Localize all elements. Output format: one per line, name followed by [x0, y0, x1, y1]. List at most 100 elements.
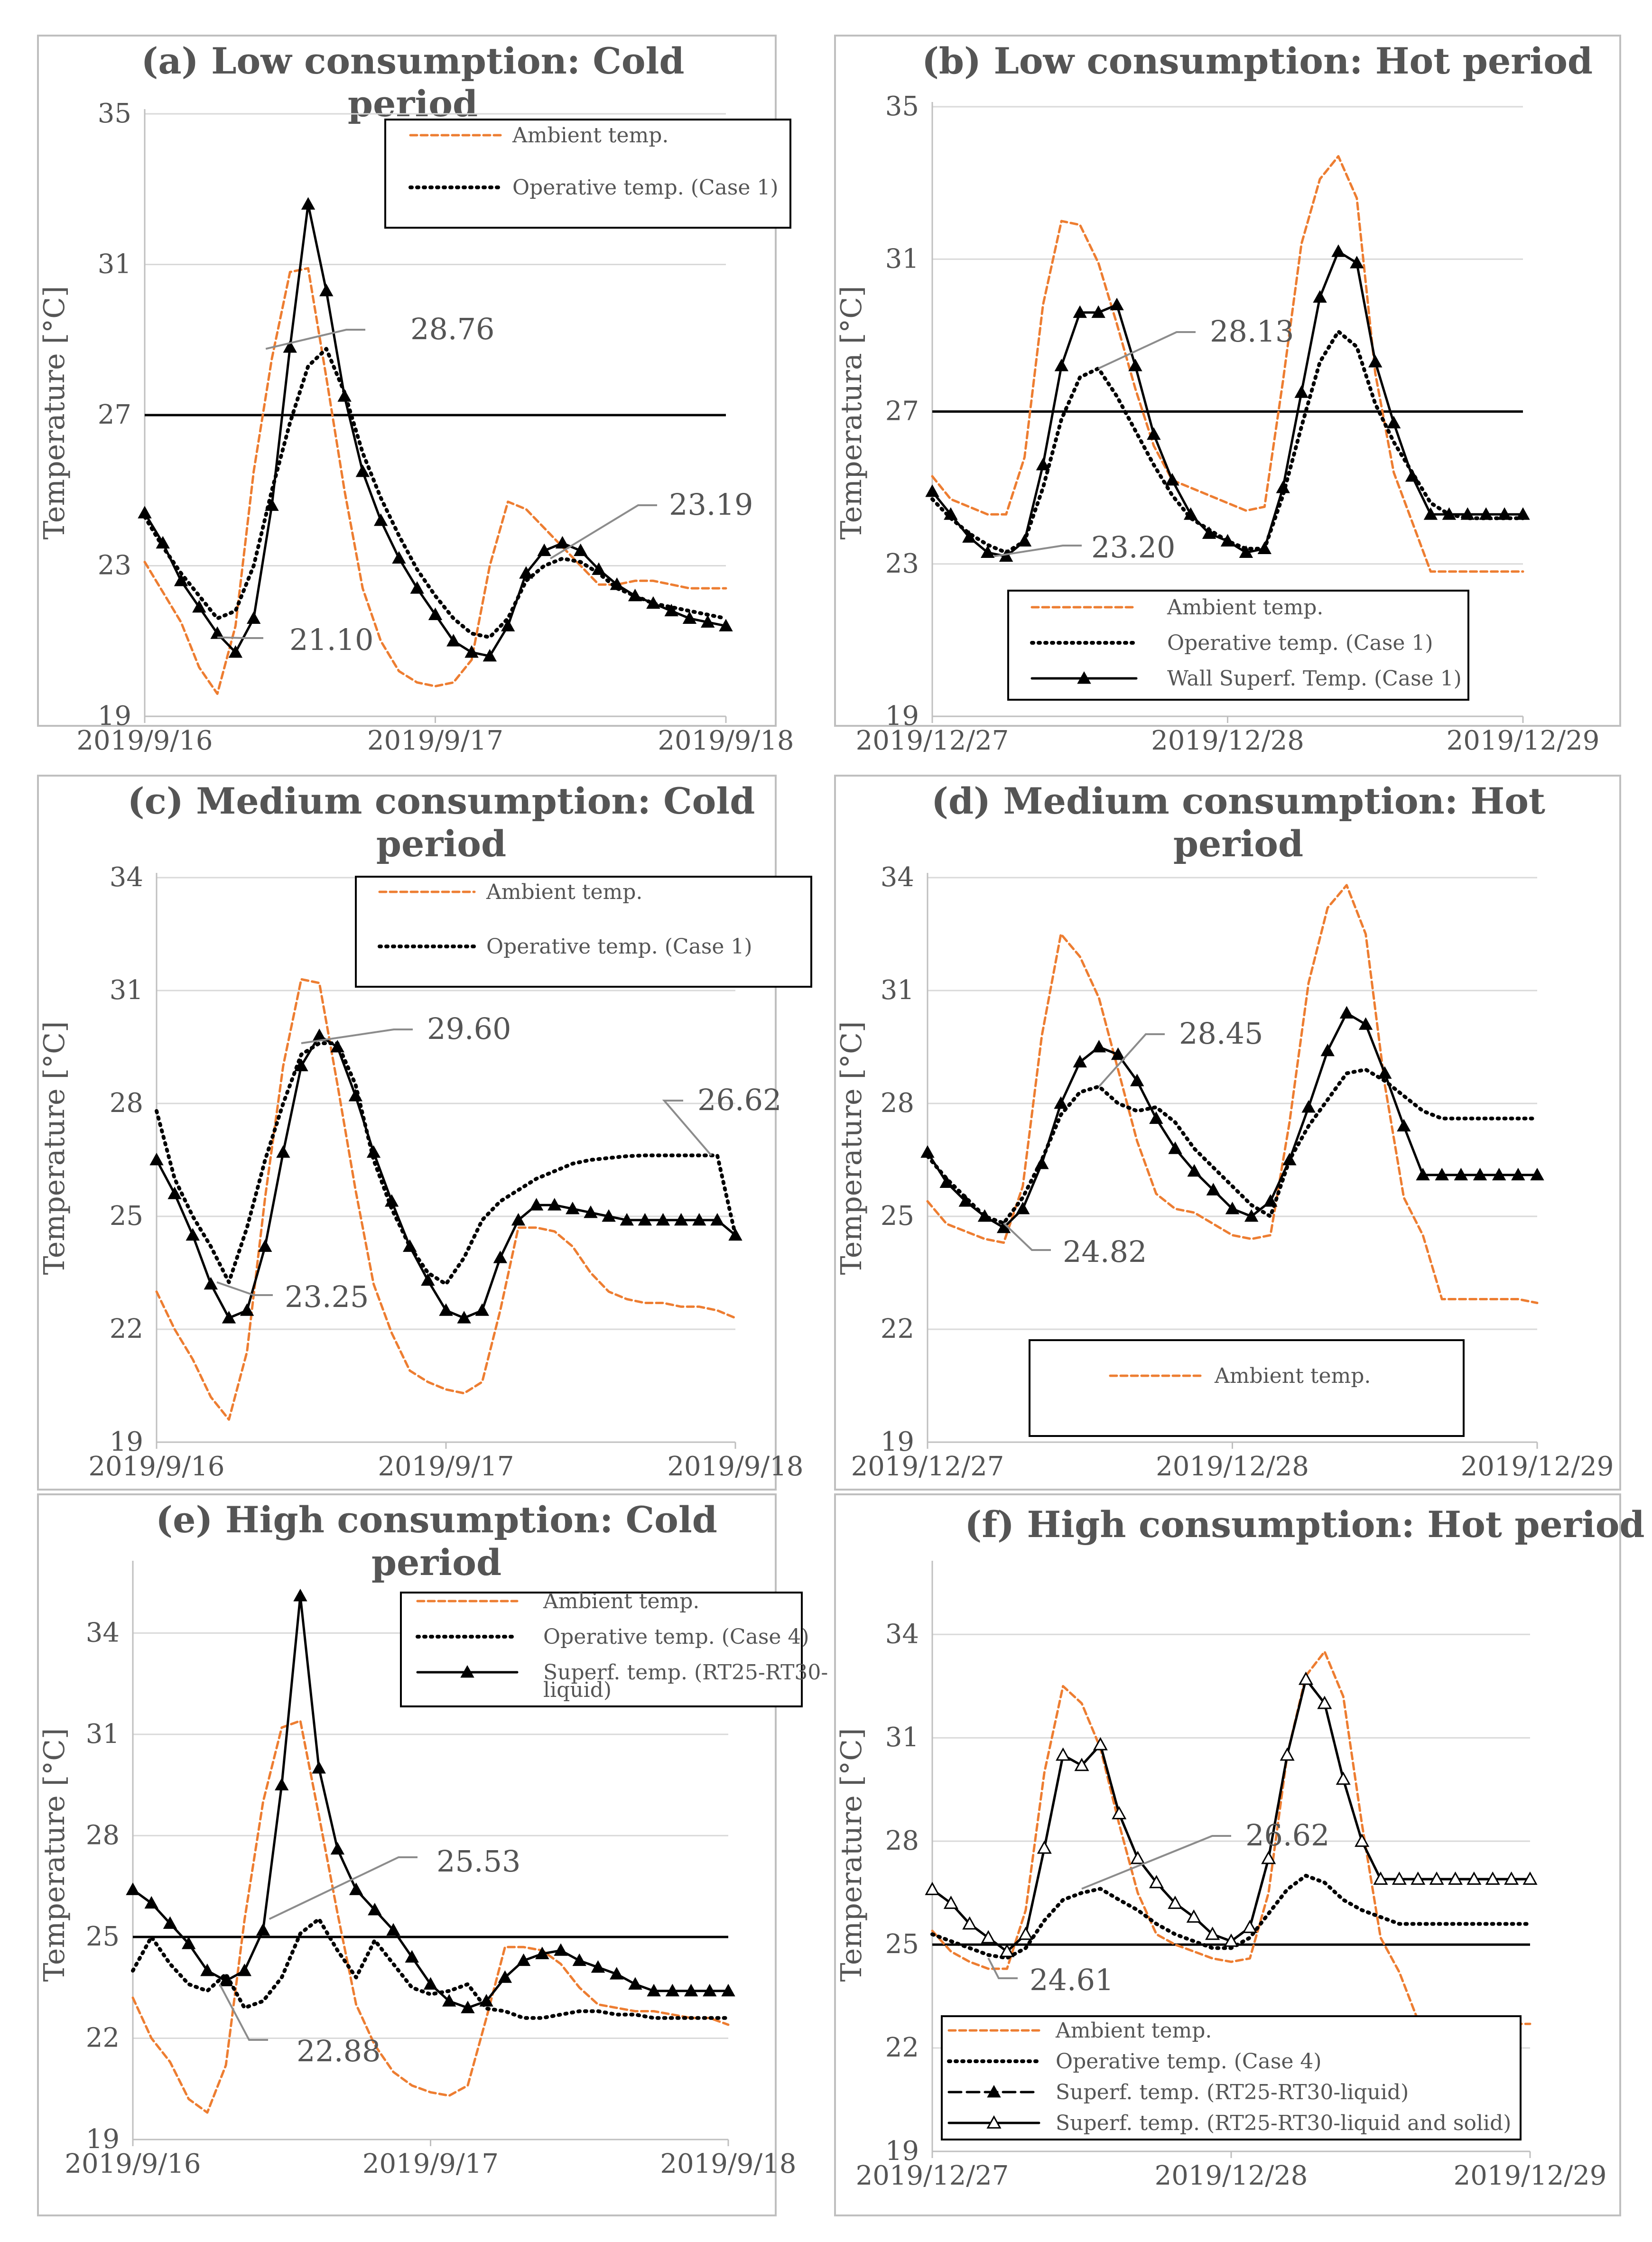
callout-label: 24.61: [1030, 1963, 1114, 1997]
data-point: [1206, 1183, 1221, 1195]
callout-leader: [301, 1028, 413, 1045]
data-point: [1149, 1875, 1164, 1889]
data-point: [219, 1973, 233, 1986]
data-point: [977, 1209, 992, 1222]
data-point: [647, 1983, 661, 1997]
y-axis-label: Temperature [°C]: [835, 1728, 868, 1982]
y-tick-label: 22: [110, 1314, 143, 1344]
callout-leader: [1098, 1033, 1165, 1087]
data-point: [1373, 1871, 1388, 1885]
callout-label: 26.62: [1245, 1818, 1330, 1853]
legend-label: Ambient temp.: [1214, 1364, 1371, 1388]
data-point: [1036, 457, 1050, 471]
legend-label: Superf. temp. (RT25-RT30-liquid and soli…: [1056, 2111, 1511, 2135]
y-tick-label: 34: [86, 1617, 120, 1648]
x-tick-label: 2019/12/28: [1156, 1451, 1309, 1482]
y-tick-label: 19: [86, 2124, 120, 2155]
legend-marker: [986, 2115, 1002, 2129]
chart-panel-b: (b) Low consumption: Hot period Temperatu…: [834, 35, 1621, 756]
data-point: [1147, 427, 1161, 440]
series-line: [931, 155, 1524, 573]
data-point: [1112, 1806, 1127, 1819]
y-tick-label: 27: [885, 396, 919, 427]
data-point: [1386, 416, 1401, 428]
callout-leader: [1003, 1222, 1051, 1251]
data-point: [265, 498, 279, 511]
data-point: [1301, 1100, 1316, 1113]
x-tick-label: 2019/12/28: [1151, 725, 1304, 756]
data-point: [537, 543, 551, 556]
data-point: [1448, 1871, 1463, 1885]
series-superf-temp-rt25-rt30-liquid: [126, 1588, 735, 2013]
data-point: [516, 1953, 531, 1966]
data-point: [204, 1277, 218, 1290]
callout-label: 25.53: [436, 1844, 521, 1879]
series-wall-superf-temp-case-1: [925, 244, 1530, 562]
data-point: [1473, 1167, 1487, 1181]
y-tick-label: 35: [98, 98, 131, 129]
data-point: [1442, 507, 1457, 520]
callout-leader: [549, 504, 657, 560]
data-point: [149, 1152, 164, 1166]
data-point: [293, 1588, 307, 1602]
data-point: [246, 611, 261, 624]
data-point: [1378, 1066, 1392, 1079]
data-point: [348, 1089, 363, 1102]
data-point: [200, 1964, 214, 1976]
data-point: [1205, 1927, 1220, 1940]
callout-leader: [987, 1957, 1018, 1979]
y-tick-label: 19: [881, 1427, 914, 1457]
data-point: [1130, 1074, 1144, 1086]
data-point: [1168, 1141, 1182, 1154]
data-point: [181, 1936, 196, 1949]
series-line: [155, 978, 737, 1421]
x-tick-label: 2019/12/27: [856, 725, 1009, 756]
chart-title: (c) Medium consumption: Cold: [128, 780, 755, 822]
y-tick-label: 34: [885, 1619, 919, 1649]
legend-box: [941, 2015, 1522, 2140]
data-point: [609, 1967, 624, 1980]
data-point: [461, 2001, 475, 2013]
chart-title-line2: period: [376, 823, 506, 865]
callout-label: 23.20: [1091, 530, 1176, 565]
data-point: [958, 1194, 973, 1207]
data-point: [1392, 1871, 1407, 1885]
data-point: [1497, 507, 1512, 520]
callout-leader: [216, 1281, 273, 1296]
data-point: [276, 1145, 290, 1158]
data-point: [1313, 290, 1327, 303]
data-point: [1092, 1039, 1106, 1053]
y-tick-label: 31: [98, 249, 131, 280]
series-wall-superf-temp-case-1: [920, 1006, 1544, 1233]
data-point: [728, 1228, 742, 1241]
series-line: [131, 1917, 730, 2020]
data-point: [1405, 469, 1420, 482]
data-point: [591, 1960, 605, 1973]
callout-label: 23.25: [285, 1279, 369, 1314]
data-point: [620, 1213, 634, 1226]
data-point: [210, 626, 224, 639]
data-point: [1368, 355, 1383, 368]
y-tick-label: 27: [98, 399, 131, 430]
y-tick-label: 19: [885, 2136, 919, 2167]
data-point: [294, 1058, 308, 1072]
data-point: [1239, 545, 1253, 558]
series-line: [131, 1719, 730, 2114]
legend-box: [355, 876, 812, 988]
data-point: [1416, 1167, 1430, 1181]
callout-label: 24.82: [1063, 1234, 1147, 1269]
callout-leader: [269, 1856, 418, 1920]
data-point: [126, 1882, 140, 1895]
callout-label: 29.60: [427, 1011, 511, 1046]
legend-label: Ambient temp.: [1167, 595, 1323, 620]
data-point: [349, 1882, 363, 1895]
legend: Ambient temp.: [1029, 1339, 1465, 1437]
chart-title: (d) Medium consumption: Hot: [931, 780, 1545, 822]
legend-label: Operative temp. (Case 4): [543, 1625, 809, 1649]
y-tick-label: 25: [885, 1929, 919, 1960]
x-tick-label: 2019/12/29: [1447, 725, 1600, 756]
data-point: [665, 1983, 680, 1997]
y-tick-label: 25: [881, 1201, 914, 1232]
data-point: [384, 1194, 399, 1207]
